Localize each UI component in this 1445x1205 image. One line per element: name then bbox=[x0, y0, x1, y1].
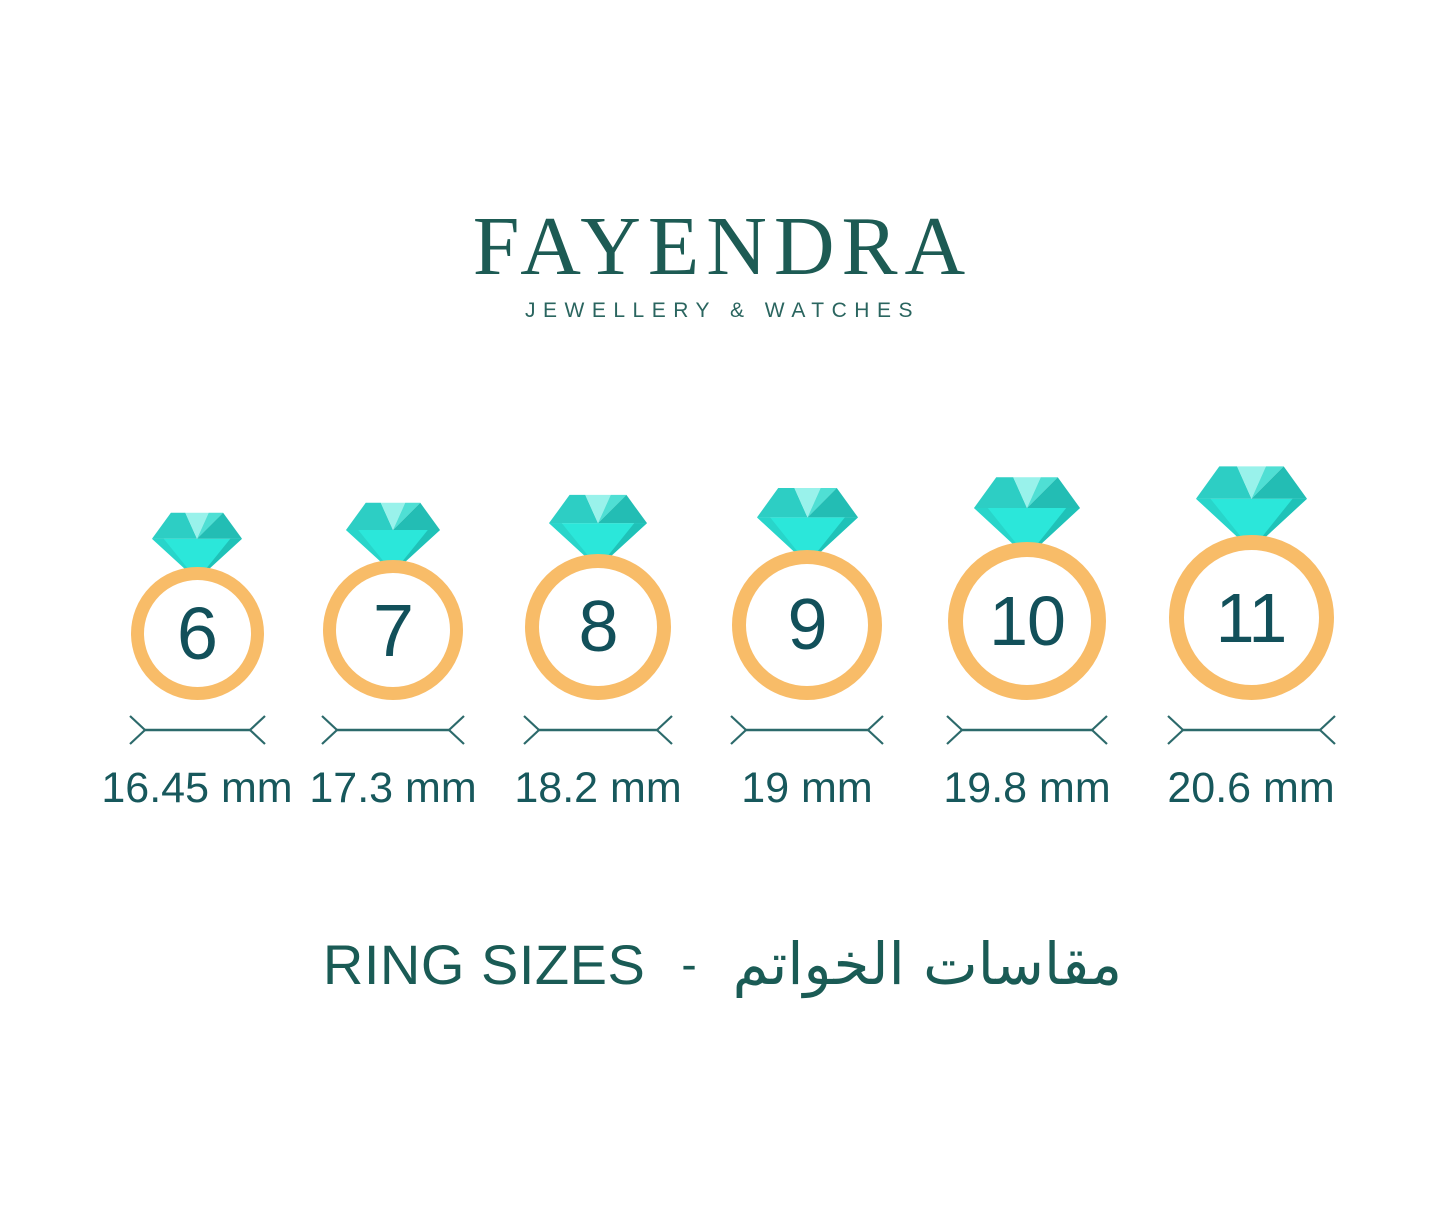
measure-arrows-icon bbox=[321, 715, 465, 745]
ring-band: 9 bbox=[732, 550, 882, 700]
ring-number: 11 bbox=[1215, 578, 1288, 657]
diamond-icon bbox=[549, 494, 647, 568]
ring-number: 9 bbox=[787, 585, 827, 665]
ring-size-label: 20.6 mm bbox=[1167, 764, 1335, 812]
footer-title: RING SIZES - مقاسات الخواتم bbox=[0, 930, 1445, 998]
brand-tagline: JEWELLERY & WATCHES bbox=[525, 299, 920, 322]
ring-number: 6 bbox=[176, 592, 218, 675]
ring-band: 7 bbox=[323, 560, 463, 700]
ring-size-label: 19 mm bbox=[741, 764, 873, 812]
ring-band: 6 bbox=[130, 567, 264, 700]
ring-number: 10 bbox=[989, 582, 1066, 660]
ring-size-label: 17.3 mm bbox=[309, 764, 477, 812]
ring-size-label: 19.8 mm bbox=[943, 764, 1111, 812]
title-arabic: مقاسات الخواتم bbox=[732, 930, 1123, 998]
title-english: RING SIZES bbox=[322, 932, 646, 996]
brand-name: FAYENDRA bbox=[472, 200, 973, 293]
measure-arrows-icon bbox=[1166, 715, 1336, 745]
ring-size-label: 16.45 mm bbox=[101, 764, 293, 812]
measure-arrows-icon bbox=[730, 715, 884, 745]
ring-band: 8 bbox=[525, 554, 671, 700]
ring-size-label: 18.2 mm bbox=[514, 764, 682, 812]
ring-band: 10 bbox=[948, 542, 1106, 700]
brand-logo: FAYENDRA JEWELLERY & WATCHES bbox=[0, 205, 1445, 323]
measure-arrows-icon bbox=[523, 715, 673, 745]
diamond-icon bbox=[974, 477, 1080, 557]
ring-number: 7 bbox=[372, 588, 414, 672]
ring-number: 8 bbox=[578, 587, 618, 667]
title-separator: - bbox=[681, 938, 697, 990]
ring-band: 11 bbox=[1168, 535, 1334, 700]
measure-arrows-icon bbox=[128, 715, 266, 745]
measure-arrows-icon bbox=[946, 715, 1108, 745]
